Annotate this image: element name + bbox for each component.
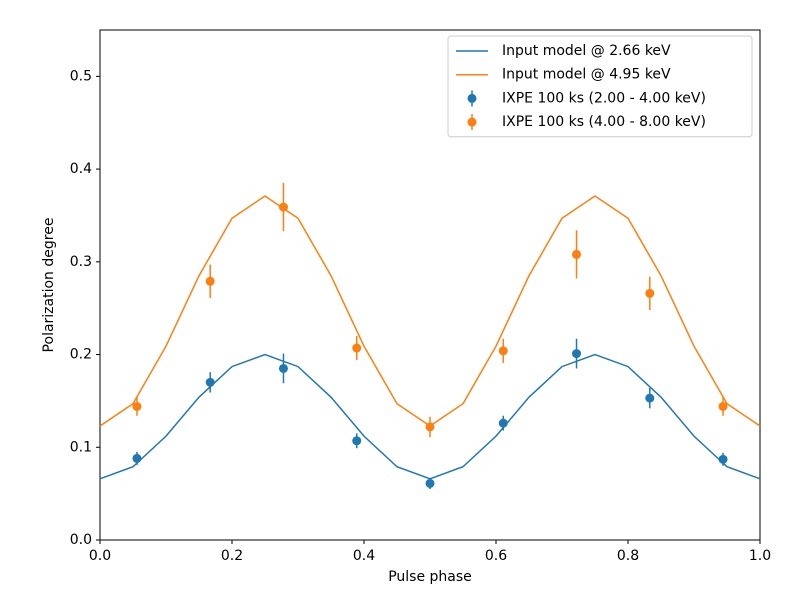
data-point xyxy=(425,478,435,488)
y-tick-label: 0.5 xyxy=(70,68,92,84)
data-point xyxy=(425,422,435,432)
y-tick-label: 0.4 xyxy=(70,161,92,177)
model-line xyxy=(99,195,761,427)
x-tick-label: 0.0 xyxy=(89,548,111,564)
x-axis-label: Pulse phase xyxy=(388,569,472,585)
legend-label: IXPE 100 ks (2.00 - 4.00 keV) xyxy=(502,90,706,106)
data-point xyxy=(718,401,728,411)
legend-swatch xyxy=(467,93,477,103)
data-point xyxy=(278,202,288,212)
axes-frame xyxy=(99,29,761,541)
x-tick-label: 0.4 xyxy=(353,548,375,564)
data-point xyxy=(132,453,142,463)
y-tick-label: 0.0 xyxy=(70,532,92,548)
data-point xyxy=(205,276,215,286)
data-point xyxy=(352,343,362,353)
data-point xyxy=(645,393,655,403)
data-point xyxy=(498,418,508,428)
y-tick-label: 0.2 xyxy=(70,347,92,363)
data-point xyxy=(498,346,508,356)
data-point xyxy=(572,249,582,259)
x-tick-label: 0.8 xyxy=(617,548,639,564)
data-point xyxy=(352,436,362,446)
y-axis-label: Polarization degree xyxy=(41,218,57,353)
x-tick-label: 0.6 xyxy=(485,548,507,564)
data-point xyxy=(132,401,142,411)
legend-label: Input model @ 4.95 keV xyxy=(502,67,671,83)
legend-box xyxy=(447,35,753,138)
data-point xyxy=(572,349,582,359)
y-tick-label: 0.3 xyxy=(70,254,92,270)
legend-label: IXPE 100 ks (4.00 - 8.00 keV) xyxy=(502,114,706,130)
legend-label: Input model @ 2.66 keV xyxy=(502,43,671,59)
data-point xyxy=(645,288,655,298)
legend-swatch xyxy=(467,117,477,127)
y-tick-label: 0.1 xyxy=(70,439,92,455)
x-tick-label: 0.2 xyxy=(221,548,243,564)
data-point xyxy=(205,377,215,387)
x-tick-label: 1.0 xyxy=(749,548,771,564)
data-point xyxy=(718,454,728,464)
data-point xyxy=(278,363,288,373)
